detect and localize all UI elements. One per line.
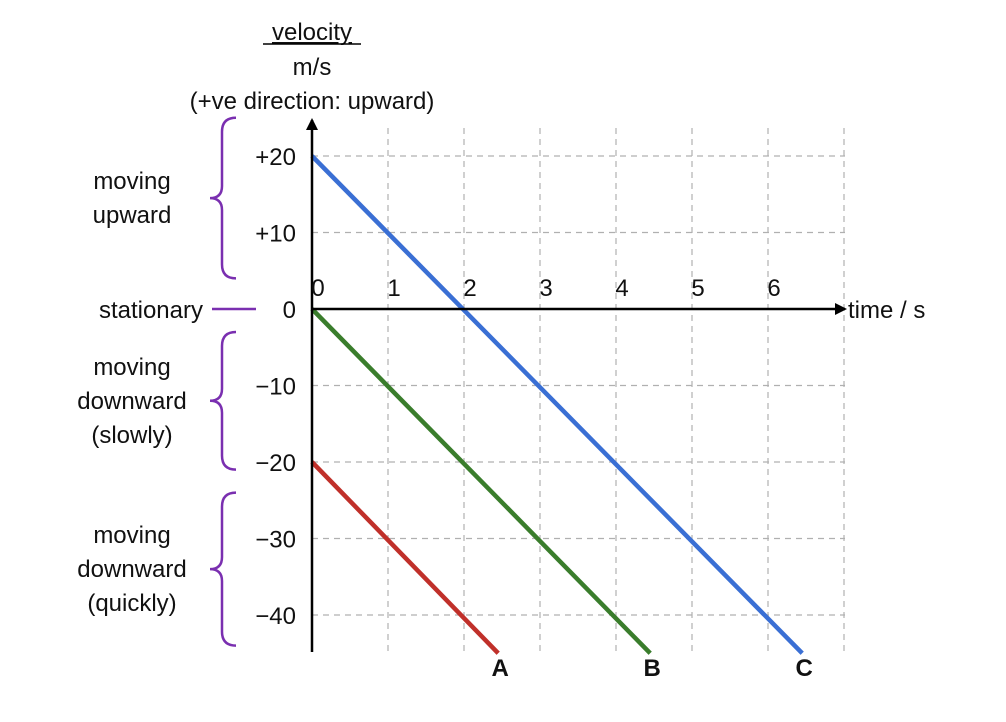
series-label-a: A: [492, 655, 509, 682]
region-label: moving: [93, 354, 170, 381]
x-tick-label: 4: [615, 275, 628, 302]
y-tick-label: −30: [255, 527, 296, 554]
region-label: (slowly): [91, 422, 172, 449]
series-group: A B C: [310, 154, 813, 682]
y-tick-label: +10: [255, 221, 296, 248]
series-line-c: [310, 154, 804, 655]
region-label: moving: [93, 168, 170, 195]
y-tick-label: +20: [255, 144, 296, 171]
region-label: downward: [77, 556, 186, 583]
region-annotations: moving upward stationary moving downward (slo…: [77, 116, 256, 647]
y-tick-label: −10: [255, 374, 296, 401]
x-tick-label: 0: [311, 275, 324, 302]
series-label-c: C: [796, 655, 813, 682]
axes: [306, 118, 847, 652]
x-tick-label: 2: [463, 275, 476, 302]
x-tick-label: 5: [691, 275, 704, 302]
region-bracket: [209, 491, 237, 647]
x-tick-label: 6: [767, 275, 780, 302]
region-label: downward: [77, 388, 186, 415]
y-axis-note: (+ve direction: upward): [190, 88, 435, 115]
y-tick-label: −40: [255, 603, 296, 630]
region-label: (quickly): [87, 590, 176, 617]
y-axis-unit: m/s: [293, 54, 332, 81]
tick-labels: 0 1 2 3 4 5 6 +20 +10 0 −10 −20 −30 −40: [255, 144, 780, 630]
y-tick-label: −20: [255, 450, 296, 477]
region-label: upward: [93, 202, 172, 229]
series-label-b: B: [644, 655, 661, 682]
region-bracket: [209, 330, 237, 471]
y-axis-title: velocity: [272, 19, 352, 46]
x-axis-title: time / s: [848, 297, 925, 324]
grid: [312, 128, 845, 652]
region-bracket: [209, 116, 237, 280]
series-line-a: [310, 460, 500, 655]
y-tick-label: 0: [283, 297, 296, 324]
region-label: moving: [93, 522, 170, 549]
region-label-stationary: stationary: [99, 297, 203, 324]
series-line-b: [310, 307, 652, 655]
x-tick-label: 3: [539, 275, 552, 302]
x-tick-label: 1: [387, 275, 400, 302]
